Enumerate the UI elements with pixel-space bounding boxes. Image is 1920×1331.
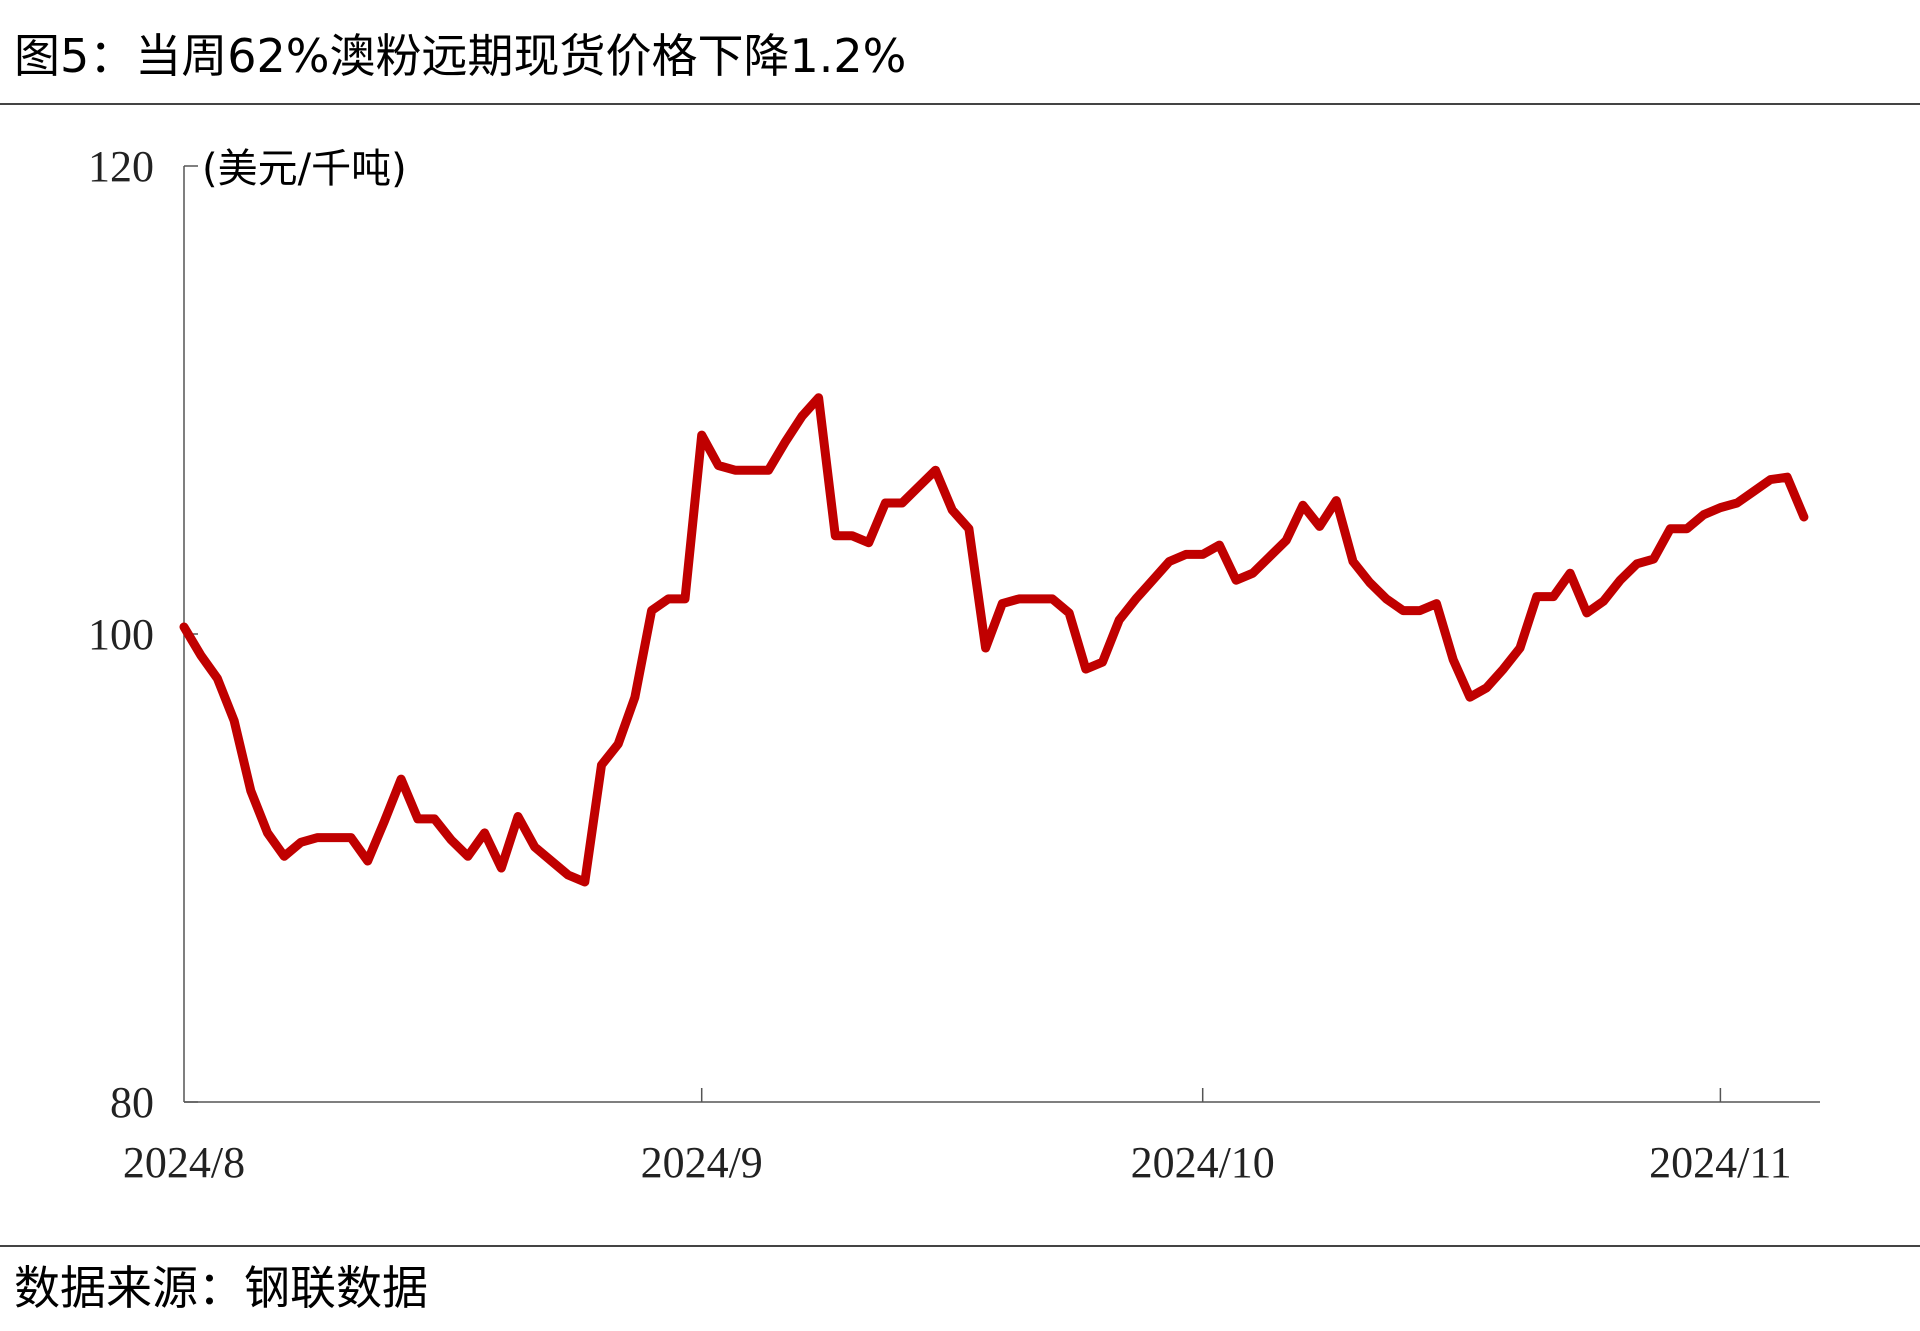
x-tick-label: 2024/9: [641, 1138, 763, 1187]
x-tick-label: 2024/8: [123, 1138, 245, 1187]
y-tick-label: 100: [88, 610, 154, 659]
source: 数据来源：钢联数据: [14, 1261, 428, 1315]
chart-title: 图5：当周62%澳粉远期现货价格下降1.2%: [14, 29, 906, 83]
x-tick-label: 2024/10: [1131, 1138, 1275, 1187]
price-line: [179, 393, 1809, 887]
y-tick-label: 120: [88, 142, 154, 191]
x-tick-label: 2024/11: [1649, 1138, 1792, 1187]
unit-label: (美元/千吨): [202, 146, 407, 192]
y-tick-label: 80: [110, 1078, 154, 1127]
